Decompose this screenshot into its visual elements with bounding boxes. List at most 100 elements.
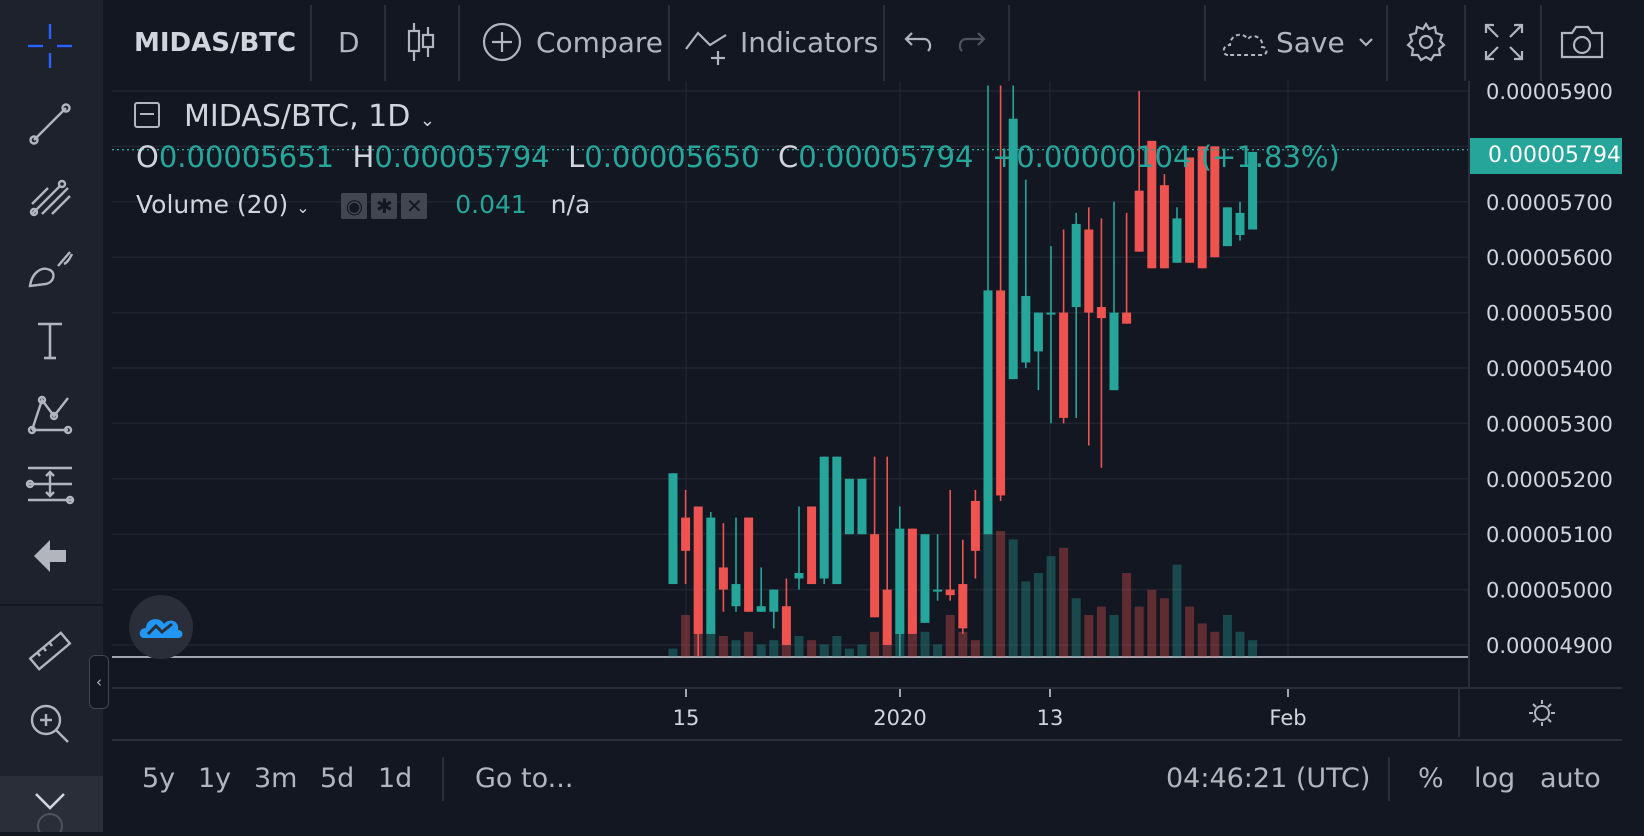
high-value: 0.00005794 <box>374 140 550 174</box>
cloud-icon[interactable] <box>1220 17 1270 71</box>
candle-body <box>1159 185 1169 269</box>
volume-bar <box>819 644 829 657</box>
chevron-down-icon <box>35 793 65 836</box>
brush-icon[interactable] <box>22 240 78 296</box>
candle-body <box>1059 312 1069 418</box>
volume-bar <box>1046 556 1056 657</box>
toolbar-divider <box>1204 5 1206 81</box>
candle-body <box>1008 118 1018 380</box>
price-axis[interactable]: 0.000059000.000058000.000057000.00005600… <box>1468 81 1624 687</box>
pattern-icon[interactable] <box>22 384 78 440</box>
price-tick-label: 0.00005700 <box>1486 191 1613 215</box>
close-icon[interactable]: ✕ <box>401 193 428 219</box>
percent-toggle[interactable]: % <box>1418 763 1444 794</box>
toolbar-divider <box>310 5 312 81</box>
time-tick-label: 13 <box>1037 706 1064 730</box>
redo-icon[interactable] <box>954 17 990 71</box>
volume-bar <box>807 640 817 657</box>
compare-button[interactable]: Compare <box>536 26 664 59</box>
candle-body <box>1084 229 1094 313</box>
camera-icon[interactable] <box>1558 17 1606 71</box>
volume-bar <box>681 615 691 657</box>
candle-body <box>1147 140 1157 269</box>
sun-icon[interactable] <box>1458 689 1624 737</box>
volume-bar <box>983 522 993 657</box>
collapse-legend-icon[interactable] <box>134 102 160 128</box>
volume-bar <box>1222 615 1232 657</box>
prediction-tool-icon[interactable] <box>22 456 78 512</box>
indicators-button[interactable]: Indicators <box>740 26 879 59</box>
price-tick-label: 0.00005300 <box>1486 412 1613 436</box>
volume-bar <box>1172 564 1182 657</box>
time-axis[interactable]: 15 2020 13 Feb <box>112 687 1622 739</box>
crosshair-icon[interactable] <box>22 18 78 74</box>
goto-button[interactable]: Go to... <box>475 763 574 794</box>
logo-icon[interactable] <box>129 595 193 659</box>
candle-body <box>870 534 880 618</box>
candle-body <box>1109 312 1119 391</box>
range-1d-button[interactable]: 1d <box>378 763 413 794</box>
range-1y-button[interactable]: 1y <box>198 763 232 794</box>
collapse-chevron-icon[interactable]: ‹ <box>89 655 109 709</box>
fib-tool-icon[interactable] <box>22 168 78 224</box>
close-value: 0.00005794 <box>798 140 974 174</box>
top-toolbar: MIDAS/BTC D Compare Indicators Save <box>112 5 1622 81</box>
range-5y-button[interactable]: 5y <box>142 763 176 794</box>
gear-icon[interactable]: ✱ <box>371 193 398 219</box>
indicators-icon[interactable] <box>684 17 728 71</box>
volume-bar <box>1059 547 1069 657</box>
candle-body <box>693 506 703 634</box>
volume-bar <box>794 636 804 657</box>
toolbar-divider <box>384 5 386 81</box>
candle-body <box>1033 312 1043 352</box>
eye-icon[interactable]: ◉ <box>341 193 368 219</box>
back-arrow-icon[interactable] <box>22 528 78 584</box>
candle-body <box>1021 295 1031 363</box>
undo-icon[interactable] <box>900 17 936 71</box>
gear-icon[interactable] <box>1404 17 1448 71</box>
ruler-icon[interactable] <box>22 624 78 680</box>
save-button[interactable]: Save <box>1276 26 1345 59</box>
range-3m-button[interactable]: 3m <box>254 763 298 794</box>
price-tick-label: 0.00005200 <box>1486 468 1613 492</box>
plus-circle-icon[interactable] <box>482 17 524 71</box>
legend-title-row[interactable]: MIDAS/BTC, 1D ⌄ <box>134 99 435 134</box>
fullscreen-icon[interactable] <box>1482 17 1526 71</box>
symbol-search-button[interactable]: MIDAS/BTC <box>134 28 297 58</box>
trend-line-icon[interactable] <box>22 96 78 152</box>
save-dropdown-chevron-icon[interactable] <box>1356 17 1376 71</box>
volume-bar <box>970 640 980 657</box>
candle-body <box>807 506 817 585</box>
candles-icon[interactable] <box>406 17 436 71</box>
log-toggle[interactable]: log <box>1474 763 1516 794</box>
change-value: +0.00000104 (+1.83%) <box>991 140 1340 174</box>
candle-body <box>832 456 842 585</box>
toolbar-divider <box>668 5 670 81</box>
price-chart[interactable] <box>112 81 1468 687</box>
candle-body <box>895 528 905 634</box>
zoom-in-icon[interactable] <box>22 696 78 752</box>
more-tools-button[interactable] <box>0 776 103 836</box>
candle-body <box>819 456 829 579</box>
candle-body <box>1134 190 1144 252</box>
chevron-down-icon[interactable]: ⌄ <box>419 110 435 131</box>
candle-body <box>970 500 980 551</box>
volume-bar <box>920 631 930 657</box>
candle-body <box>769 589 779 612</box>
chevron-down-icon[interactable]: ⌄ <box>296 198 310 217</box>
interval-button[interactable]: D <box>338 26 360 59</box>
candle-body <box>1222 207 1232 247</box>
utc-clock[interactable]: 04:46:21 (UTC) <box>1166 763 1371 794</box>
volume-bar <box>1235 631 1245 657</box>
text-tool-icon[interactable] <box>22 312 78 368</box>
volume-bar <box>756 644 766 657</box>
volume-bar <box>1210 631 1220 657</box>
time-tick-label: Feb <box>1269 706 1306 730</box>
volume-legend[interactable]: Volume (20) ⌄ ◉ ✱ ✕ 0.041 n/a <box>136 190 590 219</box>
range-5d-button[interactable]: 5d <box>320 763 355 794</box>
candle-body <box>731 584 741 607</box>
volume-bar <box>1021 581 1031 657</box>
candle-body <box>1197 146 1207 269</box>
auto-toggle[interactable]: auto <box>1540 763 1601 794</box>
